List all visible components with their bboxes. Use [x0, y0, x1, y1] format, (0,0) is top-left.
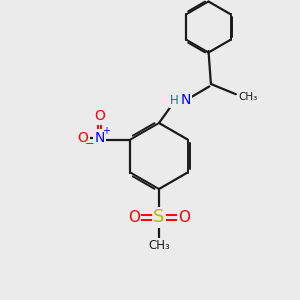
- Text: O: O: [128, 210, 140, 225]
- Text: −: −: [85, 139, 94, 149]
- Text: N: N: [94, 131, 105, 145]
- Text: O: O: [178, 210, 190, 225]
- Text: N: N: [180, 94, 190, 107]
- Text: CH₃: CH₃: [148, 239, 170, 252]
- Text: O: O: [94, 110, 105, 123]
- Text: CH₃: CH₃: [239, 92, 258, 102]
- Text: S: S: [153, 208, 165, 226]
- Text: +: +: [102, 126, 110, 136]
- Text: H: H: [170, 94, 179, 107]
- Text: O: O: [77, 131, 88, 145]
